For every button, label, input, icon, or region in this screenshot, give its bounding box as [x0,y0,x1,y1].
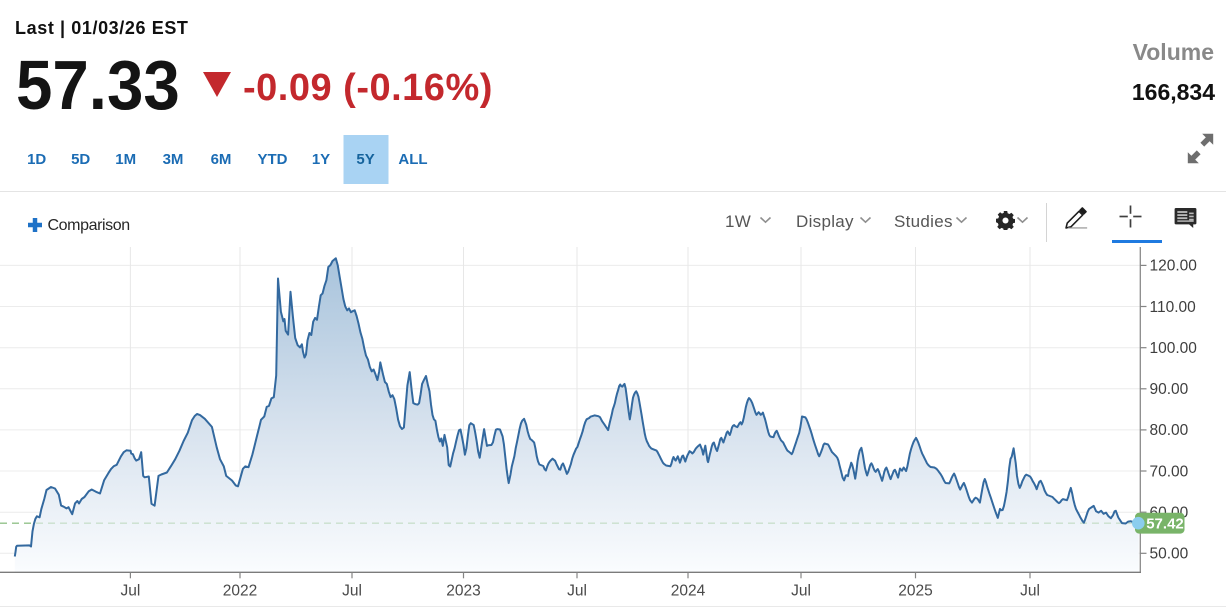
svg-text:Jul: Jul [342,583,362,600]
svg-text:Jul: Jul [567,583,587,600]
svg-text:57.42: 57.42 [1146,516,1184,533]
svg-text:2022: 2022 [223,583,257,600]
svg-text:2024: 2024 [671,583,706,600]
svg-text:2025: 2025 [898,583,932,600]
svg-text:80.00: 80.00 [1150,422,1189,439]
svg-text:Jul: Jul [791,583,811,600]
svg-text:90.00: 90.00 [1150,381,1189,398]
svg-text:70.00: 70.00 [1150,463,1189,480]
svg-text:50.00: 50.00 [1150,546,1189,563]
svg-text:110.00: 110.00 [1150,299,1197,316]
svg-text:Jul: Jul [1020,583,1040,600]
svg-text:2023: 2023 [446,583,480,600]
svg-text:120.00: 120.00 [1150,258,1198,275]
svg-text:100.00: 100.00 [1150,340,1198,357]
svg-text:Jul: Jul [120,583,140,600]
